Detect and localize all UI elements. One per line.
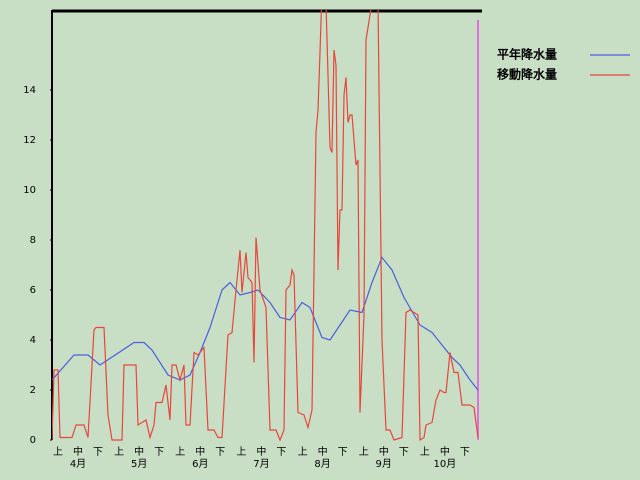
y-tick-label: 12	[23, 135, 36, 146]
period-label: 中	[256, 445, 266, 458]
period-label: 中	[73, 445, 83, 458]
y-tick-label: 14	[23, 85, 36, 96]
period-label: 下	[460, 447, 470, 458]
y-tick-label: 0	[30, 435, 36, 446]
y-tick-label: 10	[23, 185, 36, 196]
period-label: 中	[379, 445, 389, 458]
legend-label: 移動降水量	[497, 67, 557, 82]
period-label: 上	[298, 446, 308, 458]
plot-area	[52, 10, 479, 442]
period-label: 上	[420, 446, 430, 458]
period-label: 下	[338, 447, 348, 458]
period-label: 中	[134, 445, 144, 458]
period-label: 中	[195, 445, 205, 458]
period-label: 中	[318, 445, 328, 458]
period-label: 上	[236, 446, 246, 458]
period-label: 上	[175, 446, 185, 458]
period-label: 上	[114, 446, 124, 458]
month-label: 5月	[131, 458, 147, 470]
month-label: 7月	[253, 458, 269, 470]
period-label: 下	[93, 447, 103, 458]
period-label: 中	[440, 445, 450, 458]
y-tick-label: 4	[30, 335, 36, 346]
month-label: 6月	[192, 458, 208, 470]
month-label: 9月	[376, 458, 392, 470]
month-label: 10月	[433, 458, 456, 470]
legend-label: 平年降水量	[497, 47, 557, 62]
period-label: 下	[154, 447, 164, 458]
y-tick-label: 8	[30, 235, 36, 246]
month-label: 8月	[314, 458, 330, 470]
period-label: 下	[276, 447, 286, 458]
period-label: 上	[359, 446, 369, 458]
period-label: 下	[399, 447, 409, 458]
period-label: 下	[215, 447, 225, 458]
month-label: 4月	[70, 458, 86, 470]
y-tick-label: 6	[30, 285, 36, 296]
y-tick-label: 2	[30, 385, 36, 396]
period-label: 上	[53, 446, 63, 458]
series-line	[52, 10, 479, 442]
